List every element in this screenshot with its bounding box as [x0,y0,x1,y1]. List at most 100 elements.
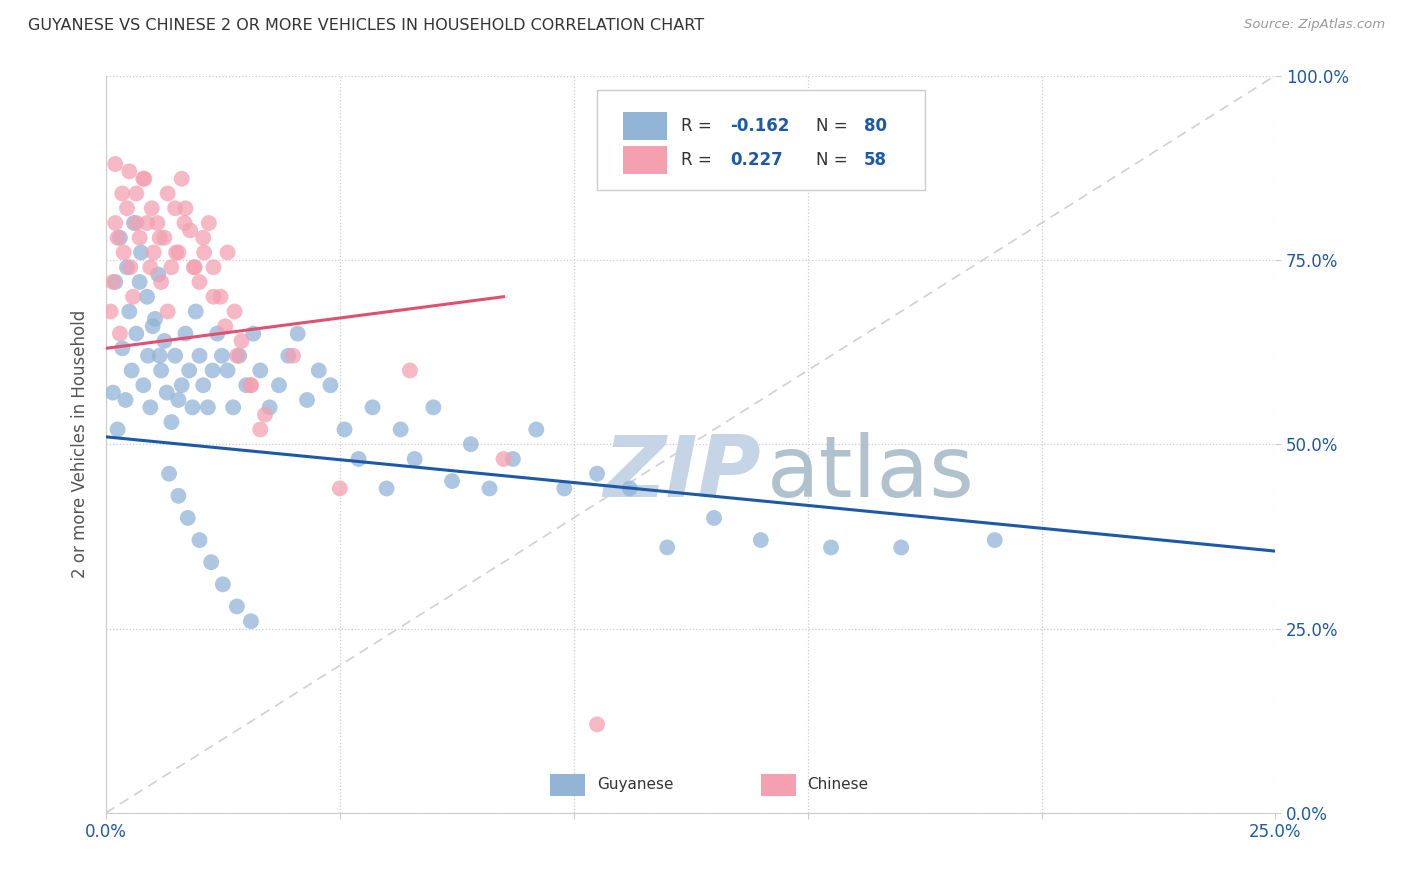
Point [441,474,464,488]
Point [422,401,444,415]
Point [167,489,190,503]
FancyBboxPatch shape [550,774,585,796]
Point [193,245,215,260]
Point [132,171,155,186]
Point [703,511,725,525]
Point [115,201,138,215]
Text: Guyanese: Guyanese [598,778,673,792]
Point [259,401,281,415]
Point [125,216,148,230]
Point [239,378,262,392]
FancyBboxPatch shape [623,146,668,174]
Text: Chinese: Chinese [807,778,869,792]
Point [160,260,183,275]
Point [249,422,271,436]
Point [165,349,187,363]
Point [108,326,131,341]
Point [201,363,224,377]
Point [657,541,679,555]
Point [347,452,370,467]
Point [118,164,141,178]
Point [173,216,195,230]
Point [149,349,172,363]
Point [112,245,135,260]
Point [150,363,173,377]
Point [177,511,200,525]
Point [239,378,262,392]
Point [156,304,179,318]
Point [114,392,136,407]
Point [148,268,170,282]
Point [253,408,276,422]
Point [181,401,204,415]
Point [104,157,127,171]
Point [111,342,134,356]
Text: 80: 80 [863,117,887,135]
Point [120,260,142,275]
Point [217,245,239,260]
Point [211,349,233,363]
Point [478,482,501,496]
Point [125,186,148,201]
Point [108,231,131,245]
FancyBboxPatch shape [598,90,925,190]
Point [156,186,179,201]
Point [308,363,330,377]
Text: 0.227: 0.227 [731,152,783,169]
Point [242,326,264,341]
Point [235,378,257,392]
Point [150,275,173,289]
Point [125,326,148,341]
Point [128,275,150,289]
Point [239,614,262,628]
Point [553,482,575,496]
Point [174,326,197,341]
Point [492,452,515,467]
Point [209,290,232,304]
Point [267,378,290,392]
Point [197,401,219,415]
Point [225,349,247,363]
Point [249,363,271,377]
Y-axis label: 2 or more Vehicles in Household: 2 or more Vehicles in Household [72,310,89,578]
Text: R =: R = [682,152,717,169]
Point [136,349,159,363]
Text: R =: R = [682,117,717,135]
Point [502,452,524,467]
Point [524,422,547,436]
Point [749,533,772,547]
Point [319,378,342,392]
Point [202,290,225,304]
Point [115,260,138,275]
Point [207,326,229,341]
Point [389,422,412,436]
Point [136,216,159,230]
Point [153,231,176,245]
Point [188,349,211,363]
Point [188,533,211,547]
Point [132,378,155,392]
Point [619,482,641,496]
Point [122,290,145,304]
Point [104,275,127,289]
Text: Source: ZipAtlas.com: Source: ZipAtlas.com [1244,18,1385,31]
Point [142,245,165,260]
Point [141,201,163,215]
Point [983,533,1005,547]
Point [107,231,129,245]
Point [165,245,187,260]
Text: N =: N = [815,117,852,135]
Point [142,319,165,334]
Point [214,319,236,334]
Point [160,415,183,429]
Point [136,290,159,304]
Point [404,452,426,467]
Point [167,245,190,260]
Point [212,577,235,591]
Point [139,260,162,275]
Point [170,378,193,392]
Point [231,334,253,348]
Point [277,349,299,363]
Point [281,349,304,363]
Point [200,555,222,569]
